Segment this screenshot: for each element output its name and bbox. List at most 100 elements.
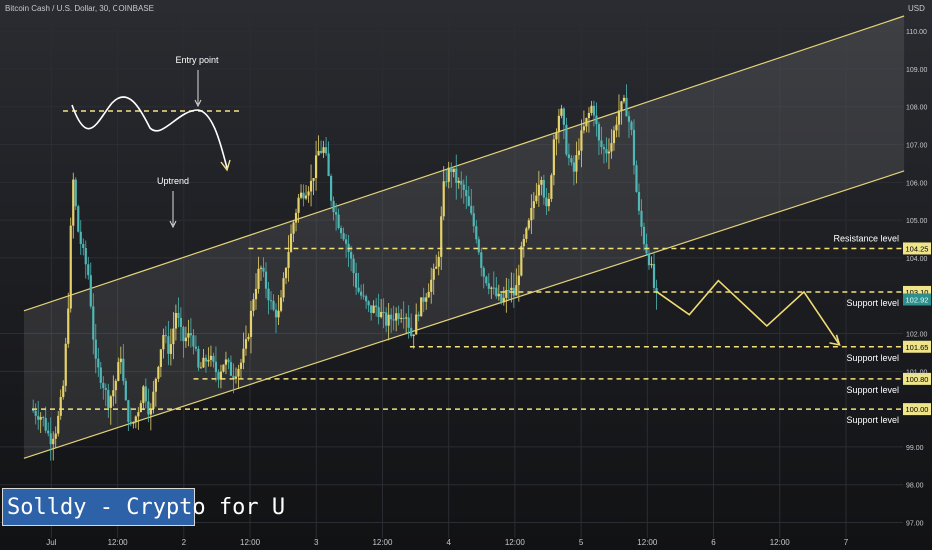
candle-body: [309, 180, 313, 192]
candle-body: [127, 400, 130, 422]
candle-body: [142, 386, 145, 404]
candle-body: [132, 422, 135, 424]
channel-upper-line: [23, 15, 905, 312]
candle-body: [647, 253, 651, 266]
candle-body: [339, 228, 343, 234]
candle-body: [137, 412, 140, 417]
candle-body: [104, 388, 107, 390]
candle-body: [287, 251, 290, 268]
x-tick-3: 12:00: [240, 538, 261, 547]
x-tick-12: 7: [844, 538, 849, 547]
candle-body: [485, 276, 488, 284]
candle-body: [169, 344, 172, 354]
candle-body: [337, 214, 340, 229]
candle-body: [214, 361, 218, 373]
candle-body: [229, 362, 233, 376]
candle-body: [89, 275, 92, 307]
x-tick-5: 12:00: [372, 538, 393, 547]
candle-body: [557, 115, 560, 133]
candle-body: [612, 130, 616, 144]
x-tick-6: 4: [446, 538, 451, 547]
candle-body: [259, 267, 263, 269]
candle-body: [342, 233, 345, 240]
candle-body: [324, 147, 328, 154]
candle-body: [522, 238, 525, 247]
candle-body: [455, 168, 458, 183]
candle-body: [375, 305, 378, 308]
candle-body: [79, 231, 82, 244]
candle-body: [42, 416, 45, 418]
candle-body: [332, 200, 335, 213]
entry-arrowhead: [220, 159, 231, 172]
candle-body: [222, 364, 225, 372]
candle-body: [64, 343, 67, 386]
y-tick-3: 107.00: [906, 143, 928, 150]
candle-body: [475, 226, 478, 240]
candle-body: [197, 348, 200, 368]
candle-body: [307, 191, 310, 196]
candle-body: [84, 247, 87, 265]
candle-body: [597, 124, 601, 141]
candle-body: [302, 192, 305, 199]
candle-body: [655, 287, 658, 294]
candle-body: [562, 108, 565, 125]
candle-body: [535, 195, 538, 202]
x-tick-1: 12:00: [108, 538, 129, 547]
y-tick-7: 102.00: [906, 332, 928, 339]
channel-lower-line: [23, 170, 905, 459]
candle-body: [442, 181, 445, 217]
candle-body: [319, 150, 323, 153]
candle-body: [560, 108, 563, 116]
candle-body: [482, 267, 485, 277]
candle-body: [497, 293, 500, 297]
candle-body: [267, 288, 270, 301]
level-badge-text-3: 100.80: [906, 375, 929, 384]
candle-body: [54, 433, 57, 439]
candle-body: [212, 355, 215, 362]
candle-body: [154, 378, 157, 392]
candle-body: [620, 101, 623, 111]
candle-body: [264, 271, 268, 289]
candle-body: [114, 380, 117, 391]
currency-label: USD: [908, 4, 925, 13]
candle-body: [297, 197, 300, 213]
candle-body: [272, 300, 275, 310]
candle-body: [372, 305, 375, 313]
candle-body: [565, 124, 568, 155]
candle-body: [510, 287, 513, 291]
uptrend-pointer-head: [169, 220, 177, 229]
candle-body: [532, 201, 535, 208]
x-tick-2: 2: [182, 538, 187, 547]
candle-body: [492, 287, 495, 289]
entry-curve: [71, 96, 228, 169]
candle-body: [102, 382, 105, 389]
candle-body: [640, 210, 643, 227]
candle-body: [607, 151, 611, 154]
candle-body: [172, 328, 175, 345]
candle-body: [39, 416, 42, 420]
candle-body: [82, 243, 85, 248]
projection-arrowhead: [829, 334, 841, 346]
candle-body: [87, 264, 90, 276]
x-tick-4: 3: [314, 538, 319, 547]
candle-body: [269, 300, 273, 302]
candle-body: [179, 318, 182, 328]
candle-body: [450, 167, 453, 173]
candle-body: [422, 297, 425, 302]
candle-body: [252, 299, 255, 311]
candle-body: [635, 165, 638, 192]
candle-body: [69, 225, 72, 309]
candle-body: [112, 390, 115, 397]
candle-body: [99, 367, 102, 383]
candle-body: [247, 336, 250, 340]
candle-body: [74, 179, 77, 207]
x-tick-0: Jul: [46, 538, 56, 547]
candle-body: [555, 132, 558, 140]
candle-body: [254, 288, 258, 300]
x-tick-7: 12:00: [505, 538, 526, 547]
candle-body: [470, 205, 473, 214]
candle-body: [59, 397, 62, 416]
candle-body: [477, 239, 480, 253]
